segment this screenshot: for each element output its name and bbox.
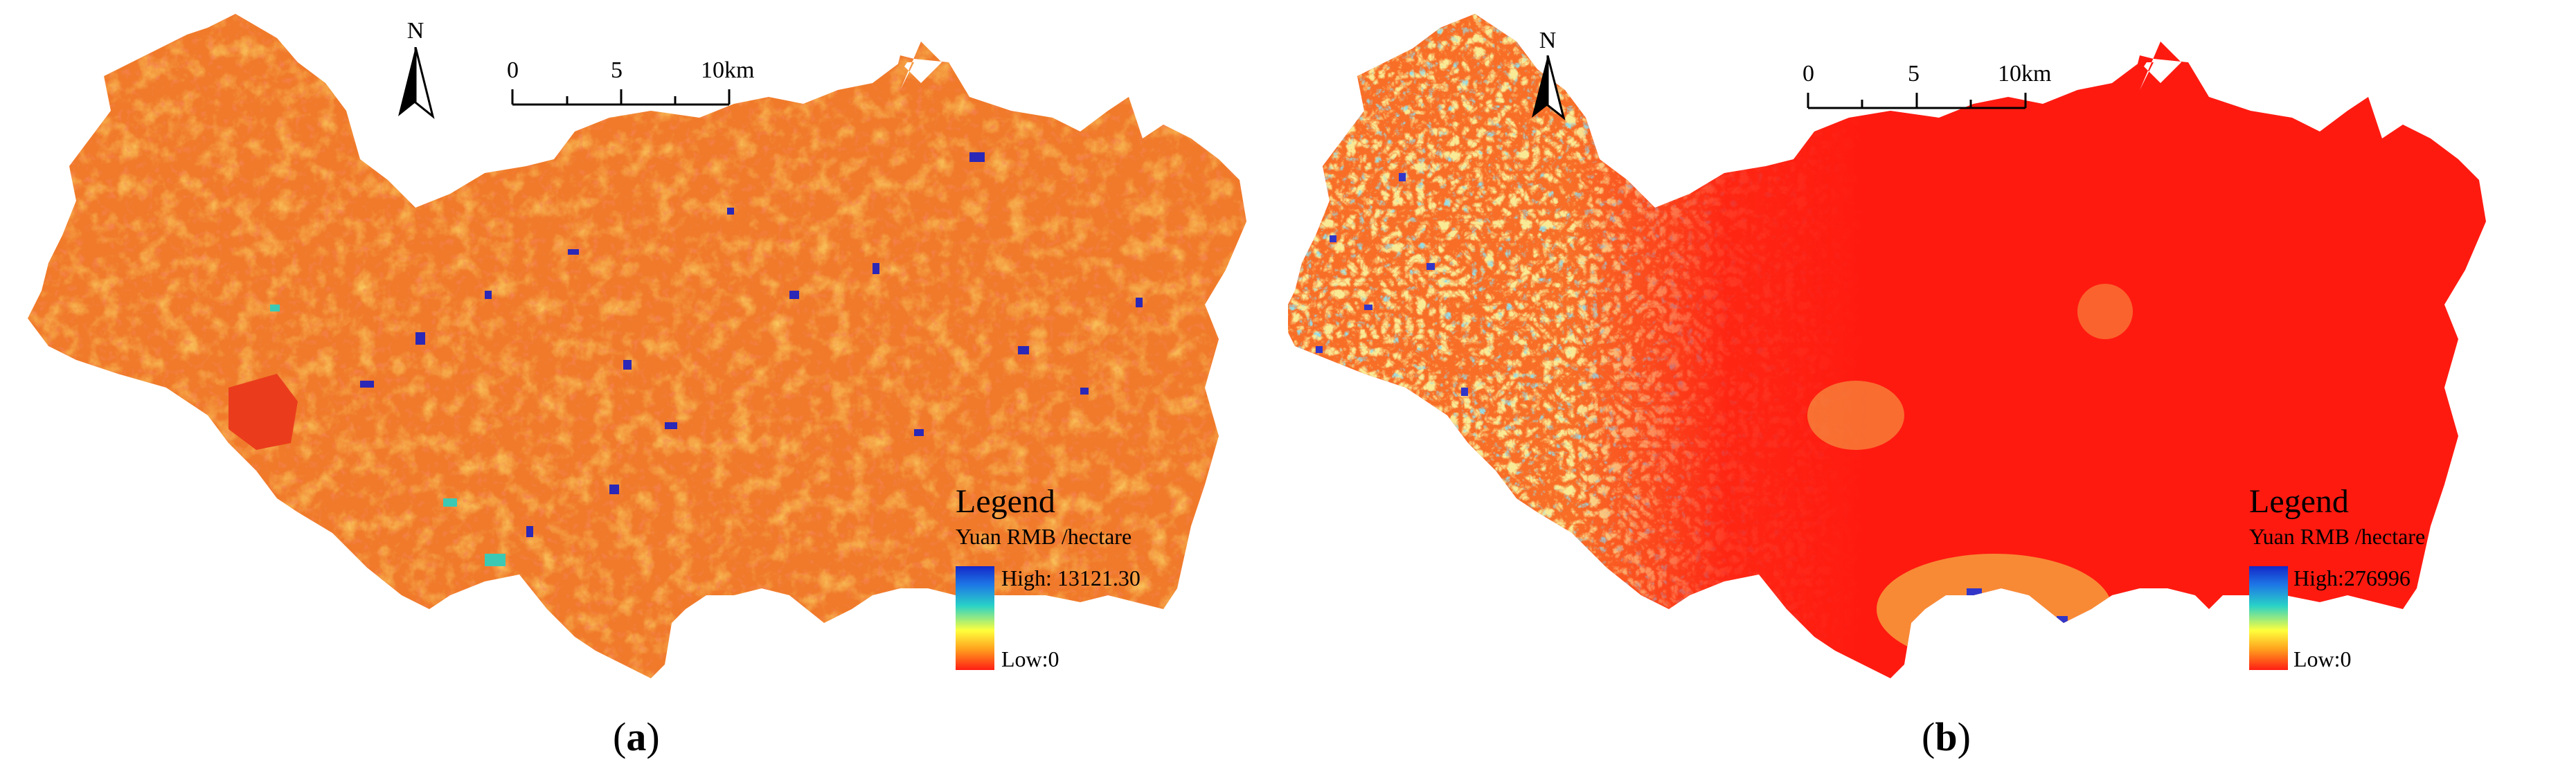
caption-open-paren: ( — [1922, 714, 1935, 759]
scale-tick-0: 0 — [1803, 61, 1814, 87]
caption-letter: b — [1935, 714, 1958, 759]
scale-tick-10: 10km — [701, 57, 755, 83]
legend-high-label: High: 13121.30 — [1001, 566, 1141, 590]
scale-bar-graphic — [511, 89, 731, 106]
scale-bar: 0 5 10km — [1797, 61, 2051, 118]
caption-close-paren: ) — [1957, 714, 1971, 759]
north-arrow: N — [1523, 29, 1572, 126]
legend: Legend Yuan RMB /hectare High: 13121.30 … — [956, 485, 1260, 685]
study-area-raster-a — [28, 14, 1246, 678]
legend-title: Legend — [2249, 483, 2349, 520]
scale-tick-5: 5 — [611, 57, 623, 83]
legend-high-label: High:276996 — [2293, 566, 2410, 590]
caption-open-paren: ( — [613, 714, 627, 759]
map-panel-a: N 0 5 10km Legend Yuan RMB /hectare High… — [28, 14, 1260, 758]
legend-color-ramp — [2249, 566, 2288, 670]
map-panel-b: N 0 5 10km Legend Yuan RMB /hectare High… — [1288, 0, 2576, 778]
north-arrow-icon — [1532, 55, 1566, 120]
value-raster-map-a — [28, 14, 1246, 678]
scale-tick-5: 5 — [1908, 61, 1920, 87]
legend-low-label: Low:0 — [2293, 646, 2352, 671]
scale-tick-0: 0 — [507, 57, 519, 83]
north-label: N — [406, 18, 424, 44]
legend-unit: Yuan RMB /hectare — [956, 524, 1132, 549]
scale-bar-graphic — [1807, 93, 2027, 109]
scale-tick-10: 10km — [1998, 61, 2052, 87]
panel-caption-a: (a) — [613, 716, 660, 758]
legend: Legend Yuan RMB /hectare High:276996 Low… — [2249, 485, 2554, 685]
legend-color-ramp — [956, 566, 994, 670]
legend-unit: Yuan RMB /hectare — [2249, 524, 2426, 549]
legend-title: Legend — [956, 483, 1055, 520]
north-label: N — [1539, 28, 1557, 53]
panel-caption-b: (b) — [1922, 716, 1971, 758]
legend-low-label: Low:0 — [1001, 646, 1059, 671]
scale-bar: 0 5 10km — [499, 57, 754, 114]
caption-close-paren: ) — [646, 714, 660, 759]
north-arrow-icon — [398, 47, 435, 119]
caption-letter: a — [626, 714, 647, 759]
north-arrow: N — [391, 19, 440, 123]
